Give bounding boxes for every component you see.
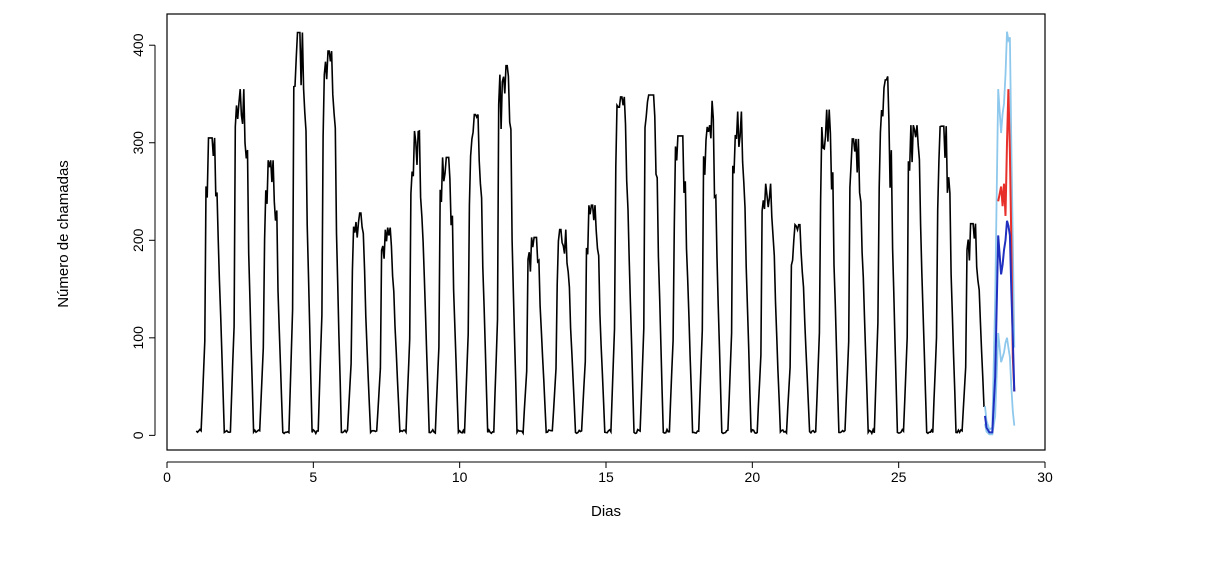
x-tick-label-30: 30 <box>1037 469 1053 485</box>
y-tick-label-100: 100 <box>130 326 146 350</box>
y-tick-label-300: 300 <box>130 131 146 155</box>
x-axis-title: Dias <box>591 503 621 520</box>
x-tick-label-0: 0 <box>163 469 171 485</box>
x-tick-label-15: 15 <box>598 469 614 485</box>
forecast-point-line <box>984 220 1016 434</box>
x-tick-label-25: 25 <box>891 469 907 485</box>
y-tick-label-200: 200 <box>130 228 146 252</box>
x-tick-label-20: 20 <box>745 469 761 485</box>
x-axis: 0 5 10 15 20 25 30 <box>163 461 1053 485</box>
plot-frame <box>166 13 1046 451</box>
x-tick-label-5: 5 <box>309 469 317 485</box>
series-layer <box>195 31 1016 436</box>
y-axis: 0 100 200 300 400 <box>130 33 156 439</box>
x-tick-label-10: 10 <box>452 469 468 485</box>
y-tick-label-400: 400 <box>130 33 146 57</box>
forecast-lower-line <box>984 332 1016 436</box>
observed-series-line <box>195 31 985 436</box>
forecast-upper-line <box>984 31 1016 431</box>
y-tick-label-0: 0 <box>130 431 146 439</box>
y-axis-title: Número de chamadas <box>55 160 72 308</box>
